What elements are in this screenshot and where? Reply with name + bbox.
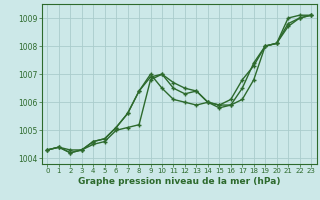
X-axis label: Graphe pression niveau de la mer (hPa): Graphe pression niveau de la mer (hPa) [78,177,280,186]
